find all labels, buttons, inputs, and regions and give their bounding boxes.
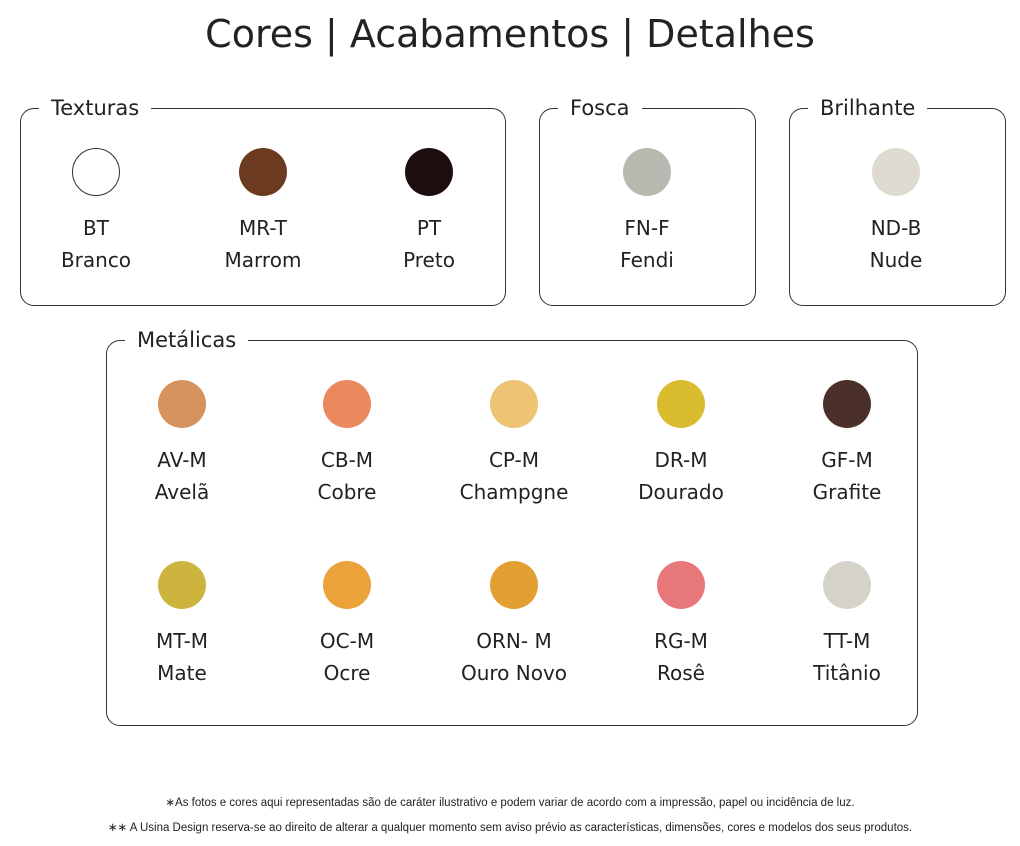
color-name: Rosê — [657, 661, 705, 685]
swatch — [823, 561, 871, 609]
group-box: Texturas — [20, 96, 506, 306]
note: ∗∗ A Usina Design reserva-se ao direito … — [107, 822, 913, 834]
swatch — [323, 380, 371, 428]
group-label: Metálicas — [137, 328, 237, 352]
color-name: Dourado — [638, 480, 724, 504]
group-label: Texturas — [51, 96, 140, 120]
title: Cores | Acabamentos | Detalhes — [205, 12, 815, 56]
group-box: Fosca — [539, 96, 756, 306]
color-name: Avelã — [154, 480, 210, 504]
color-name: Fendi — [620, 248, 674, 272]
color-name: Nude — [869, 248, 923, 272]
swatch — [823, 380, 871, 428]
swatch — [490, 561, 538, 609]
swatch — [158, 561, 206, 609]
code: FN-F — [624, 216, 670, 240]
code: DR-M — [654, 448, 708, 472]
color-name: Ouro Novo — [460, 661, 568, 685]
color-name: Ocre — [323, 661, 371, 685]
swatch — [158, 380, 206, 428]
swatch — [405, 148, 453, 196]
swatch-item: ORN- M Ouro Novo — [434, 561, 594, 689]
swatch-item: CB-M Cobre — [267, 380, 427, 508]
swatch-item: OC-M Ocre — [267, 561, 427, 689]
note: ∗As fotos e cores aqui representadas são… — [165, 797, 855, 809]
color-name: Champgne — [459, 480, 569, 504]
swatch — [490, 380, 538, 428]
code: AV-M — [157, 448, 207, 472]
color-name: Grafite — [812, 480, 882, 504]
swatch — [623, 148, 671, 196]
swatch-item: AV-M Avelã — [102, 380, 262, 508]
swatch-item: DR-M Dourado — [601, 380, 761, 508]
code: CP-M — [488, 448, 540, 472]
swatch — [323, 561, 371, 609]
code: TT-M — [823, 629, 871, 653]
group-box: Metálicas — [106, 328, 918, 726]
swatch — [657, 380, 705, 428]
swatch-item: PT Preto — [349, 148, 509, 276]
code: PT — [416, 216, 442, 240]
code: MT-M — [155, 629, 209, 653]
code: BT — [83, 216, 109, 240]
swatch-item: CP-M Champgne — [434, 380, 594, 508]
code: ND-B — [870, 216, 922, 240]
color-name: Mate — [157, 661, 207, 685]
code: ORN- M — [476, 629, 552, 653]
color-name: Branco — [60, 248, 132, 272]
color-name: Preto — [403, 248, 455, 272]
code: RG-M — [654, 629, 708, 653]
group-label: Brilhante — [820, 96, 916, 120]
code: MR-T — [239, 216, 287, 240]
swatch — [872, 148, 920, 196]
swatch-item: RG-M Rosê — [601, 561, 761, 689]
code: OC-M — [319, 629, 375, 653]
code: CB-M — [320, 448, 374, 472]
swatch-item: GF-M Grafite — [767, 380, 927, 508]
swatch-item: MT-M Mate — [102, 561, 262, 689]
group-label: Fosca — [570, 96, 630, 120]
swatch-item: MR-T Marrom — [183, 148, 343, 276]
code: GF-M — [821, 448, 873, 472]
swatch-item: BT Branco — [16, 148, 176, 276]
color-name: Cobre — [317, 480, 377, 504]
swatch-item: ND-B Nude — [816, 148, 976, 276]
swatch-item: FN-F Fendi — [567, 148, 727, 276]
color-name: Marrom — [224, 248, 302, 272]
group-box: Brilhante — [789, 96, 1006, 306]
swatch-item: TT-M Titânio — [767, 561, 927, 689]
color-name: Titânio — [813, 661, 881, 685]
swatch — [657, 561, 705, 609]
swatch — [72, 148, 120, 196]
swatch — [239, 148, 287, 196]
